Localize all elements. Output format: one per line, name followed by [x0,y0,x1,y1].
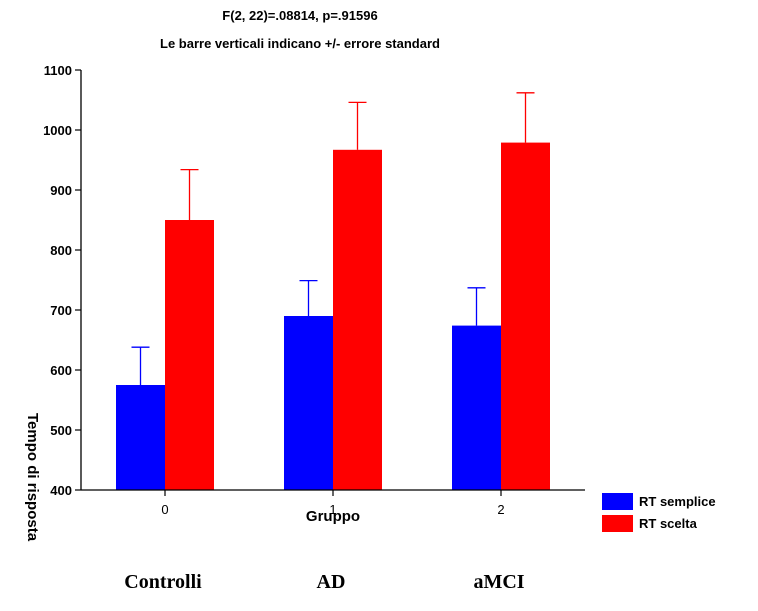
group-name-ad: AD [317,571,346,593]
y-axis-label: Tempo di risposta [24,413,41,542]
legend-label-rt-semplice: RT semplice [639,494,716,509]
bar-rt-semplice-1 [284,316,333,490]
y-tick-label: 900 [50,183,72,198]
group-name-controlli: Controlli [124,571,202,593]
y-tick-label: 1000 [43,123,72,138]
bar-rt-scelta-1 [333,149,382,491]
x-tick-label: 0 [161,502,168,517]
y-tick-label: 700 [50,303,72,318]
x-axis-label: Gruppo [306,508,360,525]
group-name-amci: aMCI [473,571,524,593]
y-tick-label: 800 [50,243,72,258]
legend-swatch-rt-semplice [602,493,633,510]
y-tick-label: 600 [50,363,72,378]
chart-subtitle: Le barre verticali indicano +/- errore s… [160,36,440,51]
legend-swatch-rt-scelta [602,515,633,532]
plot-area: 400 500 600 700 800 900 1000 1100 0 1 2 [43,63,585,517]
bar-rt-semplice-0 [116,385,165,490]
legend-label-rt-scelta: RT scelta [639,516,698,531]
legend: RT semplice RT scelta [602,493,716,532]
y-tick-label: 500 [50,423,72,438]
y-tick-label: 400 [50,483,72,498]
x-tick-label: 1 [329,502,336,517]
group-names: Controlli AD aMCI [124,571,524,593]
bar-rt-scelta-0 [165,220,214,490]
bar-rt-semplice-2 [452,325,501,490]
x-tick-label: 2 [497,502,504,517]
chart-title: F(2, 22)=.08814, p=.91596 [222,8,377,23]
bar-rt-scelta-2 [501,142,550,490]
y-tick-label: 1100 [44,63,72,78]
